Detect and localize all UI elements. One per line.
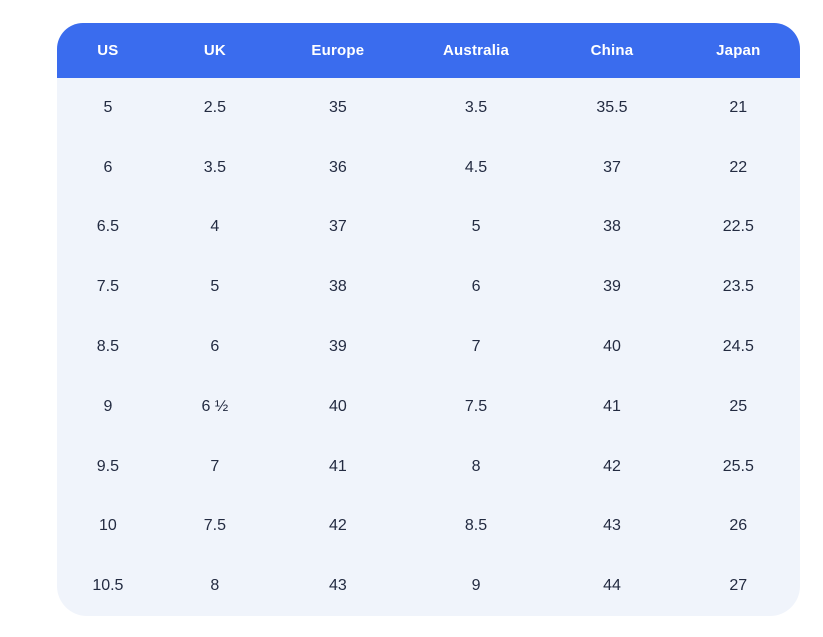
table-cell: 6 xyxy=(471,278,481,296)
table-row: 9 6 ½ 40 7.5 41 25 xyxy=(57,377,800,437)
table-cell: 6 xyxy=(210,338,220,356)
table-cell: 39 xyxy=(328,338,347,356)
table-cell: 21 xyxy=(729,98,748,116)
table-cell: 41 xyxy=(603,397,621,415)
table-row: 6.5 4 37 5 38 22.5 xyxy=(57,198,800,258)
table-cell: 38 xyxy=(328,278,347,296)
table-cell: 8.5 xyxy=(464,517,488,535)
table-row: 10 7.5 42 8.5 43 26 xyxy=(57,496,800,556)
table-cell: 5 xyxy=(103,98,113,116)
table-cell: 7.5 xyxy=(464,397,488,415)
table-cell: 6.5 xyxy=(96,218,120,236)
table-header-row: US UK Europe Australia China Japan xyxy=(57,23,800,78)
table-cell: 8.5 xyxy=(96,338,120,356)
table-body: 5 2.5 35 3.5 35.5 21 6 3.5 36 4.5 37 22 6.5 4 37 5 38 22.… xyxy=(57,78,800,616)
table-cell: 27 xyxy=(729,577,748,595)
table-cell: 3.5 xyxy=(464,98,488,116)
table-cell: 22.5 xyxy=(722,218,754,236)
table-cell: 40 xyxy=(603,338,621,356)
column-header-us: US xyxy=(97,42,119,59)
column-header-japan: Japan xyxy=(716,42,761,59)
table-cell: 40 xyxy=(328,397,347,415)
table-row: 9.5 7 41 8 42 25.5 xyxy=(57,437,800,497)
table-cell: 23.5 xyxy=(722,278,754,296)
table-cell: 8 xyxy=(210,577,220,595)
table-cell: 38 xyxy=(603,218,621,236)
table-cell: 25 xyxy=(729,397,748,415)
table-cell: 37 xyxy=(328,218,347,236)
shoe-size-conversion-table: US UK Europe Australia China Japan 5 2.5 35 3.5 3… xyxy=(57,23,800,616)
table-cell: 9.5 xyxy=(96,457,120,475)
table-cell: 2.5 xyxy=(203,98,226,116)
column-header-australia: Australia xyxy=(443,42,510,59)
table-cell: 4.5 xyxy=(464,158,488,176)
table-cell: 3.5 xyxy=(203,158,226,176)
column-header-europe: Europe xyxy=(311,42,365,59)
table-row: 10.5 8 43 9 44 27 xyxy=(57,556,800,616)
table-cell: 24.5 xyxy=(722,338,754,356)
table-cell: 7 xyxy=(210,457,220,475)
table-cell: 42 xyxy=(603,457,621,475)
table-cell: 6 xyxy=(103,158,113,176)
table-cell: 39 xyxy=(603,278,621,296)
table-cell: 25.5 xyxy=(722,457,754,475)
table-cell: 35 xyxy=(328,98,347,116)
table-cell: 9 xyxy=(103,397,113,415)
table-cell: 7.5 xyxy=(203,517,226,535)
table-cell: 9 xyxy=(471,577,481,595)
table-cell: 44 xyxy=(603,577,621,595)
table-cell: 10 xyxy=(98,517,117,535)
table-cell: 22 xyxy=(729,158,748,176)
column-header-china: China xyxy=(590,42,634,59)
table-cell: 7 xyxy=(471,338,481,356)
table-cell: 5 xyxy=(471,218,481,236)
table-cell: 41 xyxy=(328,457,347,475)
column-header-uk: UK xyxy=(203,42,226,59)
table-row: 6 3.5 36 4.5 37 22 xyxy=(57,138,800,198)
table-cell: 5 xyxy=(210,278,220,296)
table-row: 5 2.5 35 3.5 35.5 21 xyxy=(57,78,800,138)
table-cell: 43 xyxy=(328,577,347,595)
table-cell: 36 xyxy=(328,158,347,176)
table-cell: 8 xyxy=(471,457,481,475)
table-cell: 10.5 xyxy=(92,577,124,595)
table-cell: 26 xyxy=(729,517,748,535)
table-cell: 6 ½ xyxy=(201,397,229,415)
table-cell: 35.5 xyxy=(596,98,628,116)
table-row: 8.5 6 39 7 40 24.5 xyxy=(57,317,800,377)
table-cell: 43 xyxy=(603,517,621,535)
table-row: 7.5 5 38 6 39 23.5 xyxy=(57,257,800,317)
table-cell: 7.5 xyxy=(96,278,120,296)
table-cell: 42 xyxy=(328,517,347,535)
table-cell: 37 xyxy=(603,158,621,176)
table-cell: 4 xyxy=(210,218,220,236)
